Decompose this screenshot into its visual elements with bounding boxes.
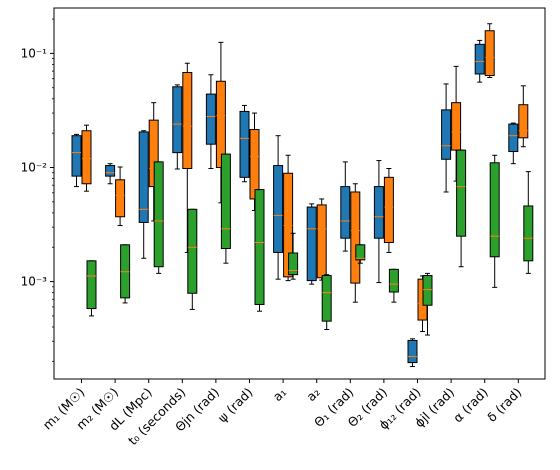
box [474, 43, 485, 75]
box [153, 161, 164, 268]
box-group [273, 135, 284, 280]
box [254, 189, 265, 305]
box-group [484, 23, 495, 78]
y-axis: 10⁻³ 10⁻² 10⁻¹ [21, 18, 54, 362]
box-group [187, 208, 198, 310]
box [273, 165, 284, 253]
box-group [105, 163, 116, 185]
box [441, 109, 452, 160]
x-axis: m₁ (M☉)m₂ (M☉)dL (Mpc)t₀ (seconds)Θjn (r… [40, 379, 524, 448]
box-group [220, 153, 231, 264]
box-group [350, 183, 361, 303]
x-tick-label: a₂ [303, 385, 323, 405]
box-group [153, 161, 164, 274]
box-group [508, 122, 519, 165]
box [489, 162, 500, 258]
box [86, 260, 97, 310]
box [508, 123, 519, 153]
box-group [518, 85, 529, 148]
box-group [355, 244, 366, 264]
box [220, 153, 231, 249]
box-series [71, 23, 534, 368]
box [518, 104, 529, 139]
x-tick-label: ψ (rad) [215, 385, 256, 426]
box [388, 268, 399, 293]
box-group [321, 274, 332, 331]
box-group [383, 167, 394, 253]
box [71, 135, 82, 177]
box-group [373, 160, 384, 284]
box-group [115, 166, 126, 227]
box [484, 30, 495, 77]
box-group [120, 244, 131, 304]
box [205, 93, 216, 145]
y-tick-label: 10⁻¹ [21, 46, 48, 60]
box-group [422, 272, 433, 336]
box-group [172, 84, 183, 170]
box-group [138, 130, 149, 259]
box-group [456, 149, 467, 268]
box-group [71, 133, 82, 188]
y-tick-label: 10⁻³ [21, 275, 48, 289]
box [451, 102, 462, 151]
box-group [489, 154, 500, 288]
box [321, 275, 332, 322]
box [340, 186, 351, 239]
box [81, 130, 92, 185]
plot-frame [53, 7, 546, 380]
box [383, 176, 394, 244]
box-group [523, 171, 534, 274]
box [316, 204, 327, 279]
box-group [340, 161, 351, 252]
box [422, 275, 433, 306]
box-group [239, 104, 250, 183]
box [105, 165, 116, 177]
box-group [441, 83, 452, 193]
box [138, 131, 149, 223]
box-group [254, 189, 265, 312]
box [239, 110, 250, 178]
box [306, 206, 317, 282]
box [249, 129, 260, 200]
x-tick-label: a₁ [270, 385, 290, 405]
x-tick-label: δ (rad) [484, 385, 524, 425]
box-group [407, 338, 418, 368]
x-tick-label: α (rad) [450, 385, 491, 426]
box [172, 86, 183, 154]
box [182, 72, 193, 169]
box [407, 339, 418, 364]
box-group [86, 260, 97, 317]
box-group [205, 74, 216, 169]
box-group [316, 198, 327, 281]
box [523, 205, 534, 262]
y-tick-label: 10⁻² [21, 160, 48, 174]
box [288, 252, 299, 276]
box [355, 244, 366, 261]
box [350, 191, 361, 284]
box [115, 179, 126, 218]
box-group [283, 154, 294, 282]
box [456, 149, 467, 237]
box-group [388, 268, 399, 303]
box-group [306, 203, 317, 285]
box-group [81, 124, 92, 192]
box-group [474, 39, 485, 83]
box [373, 186, 384, 239]
box-group [288, 232, 299, 280]
box [187, 208, 198, 294]
